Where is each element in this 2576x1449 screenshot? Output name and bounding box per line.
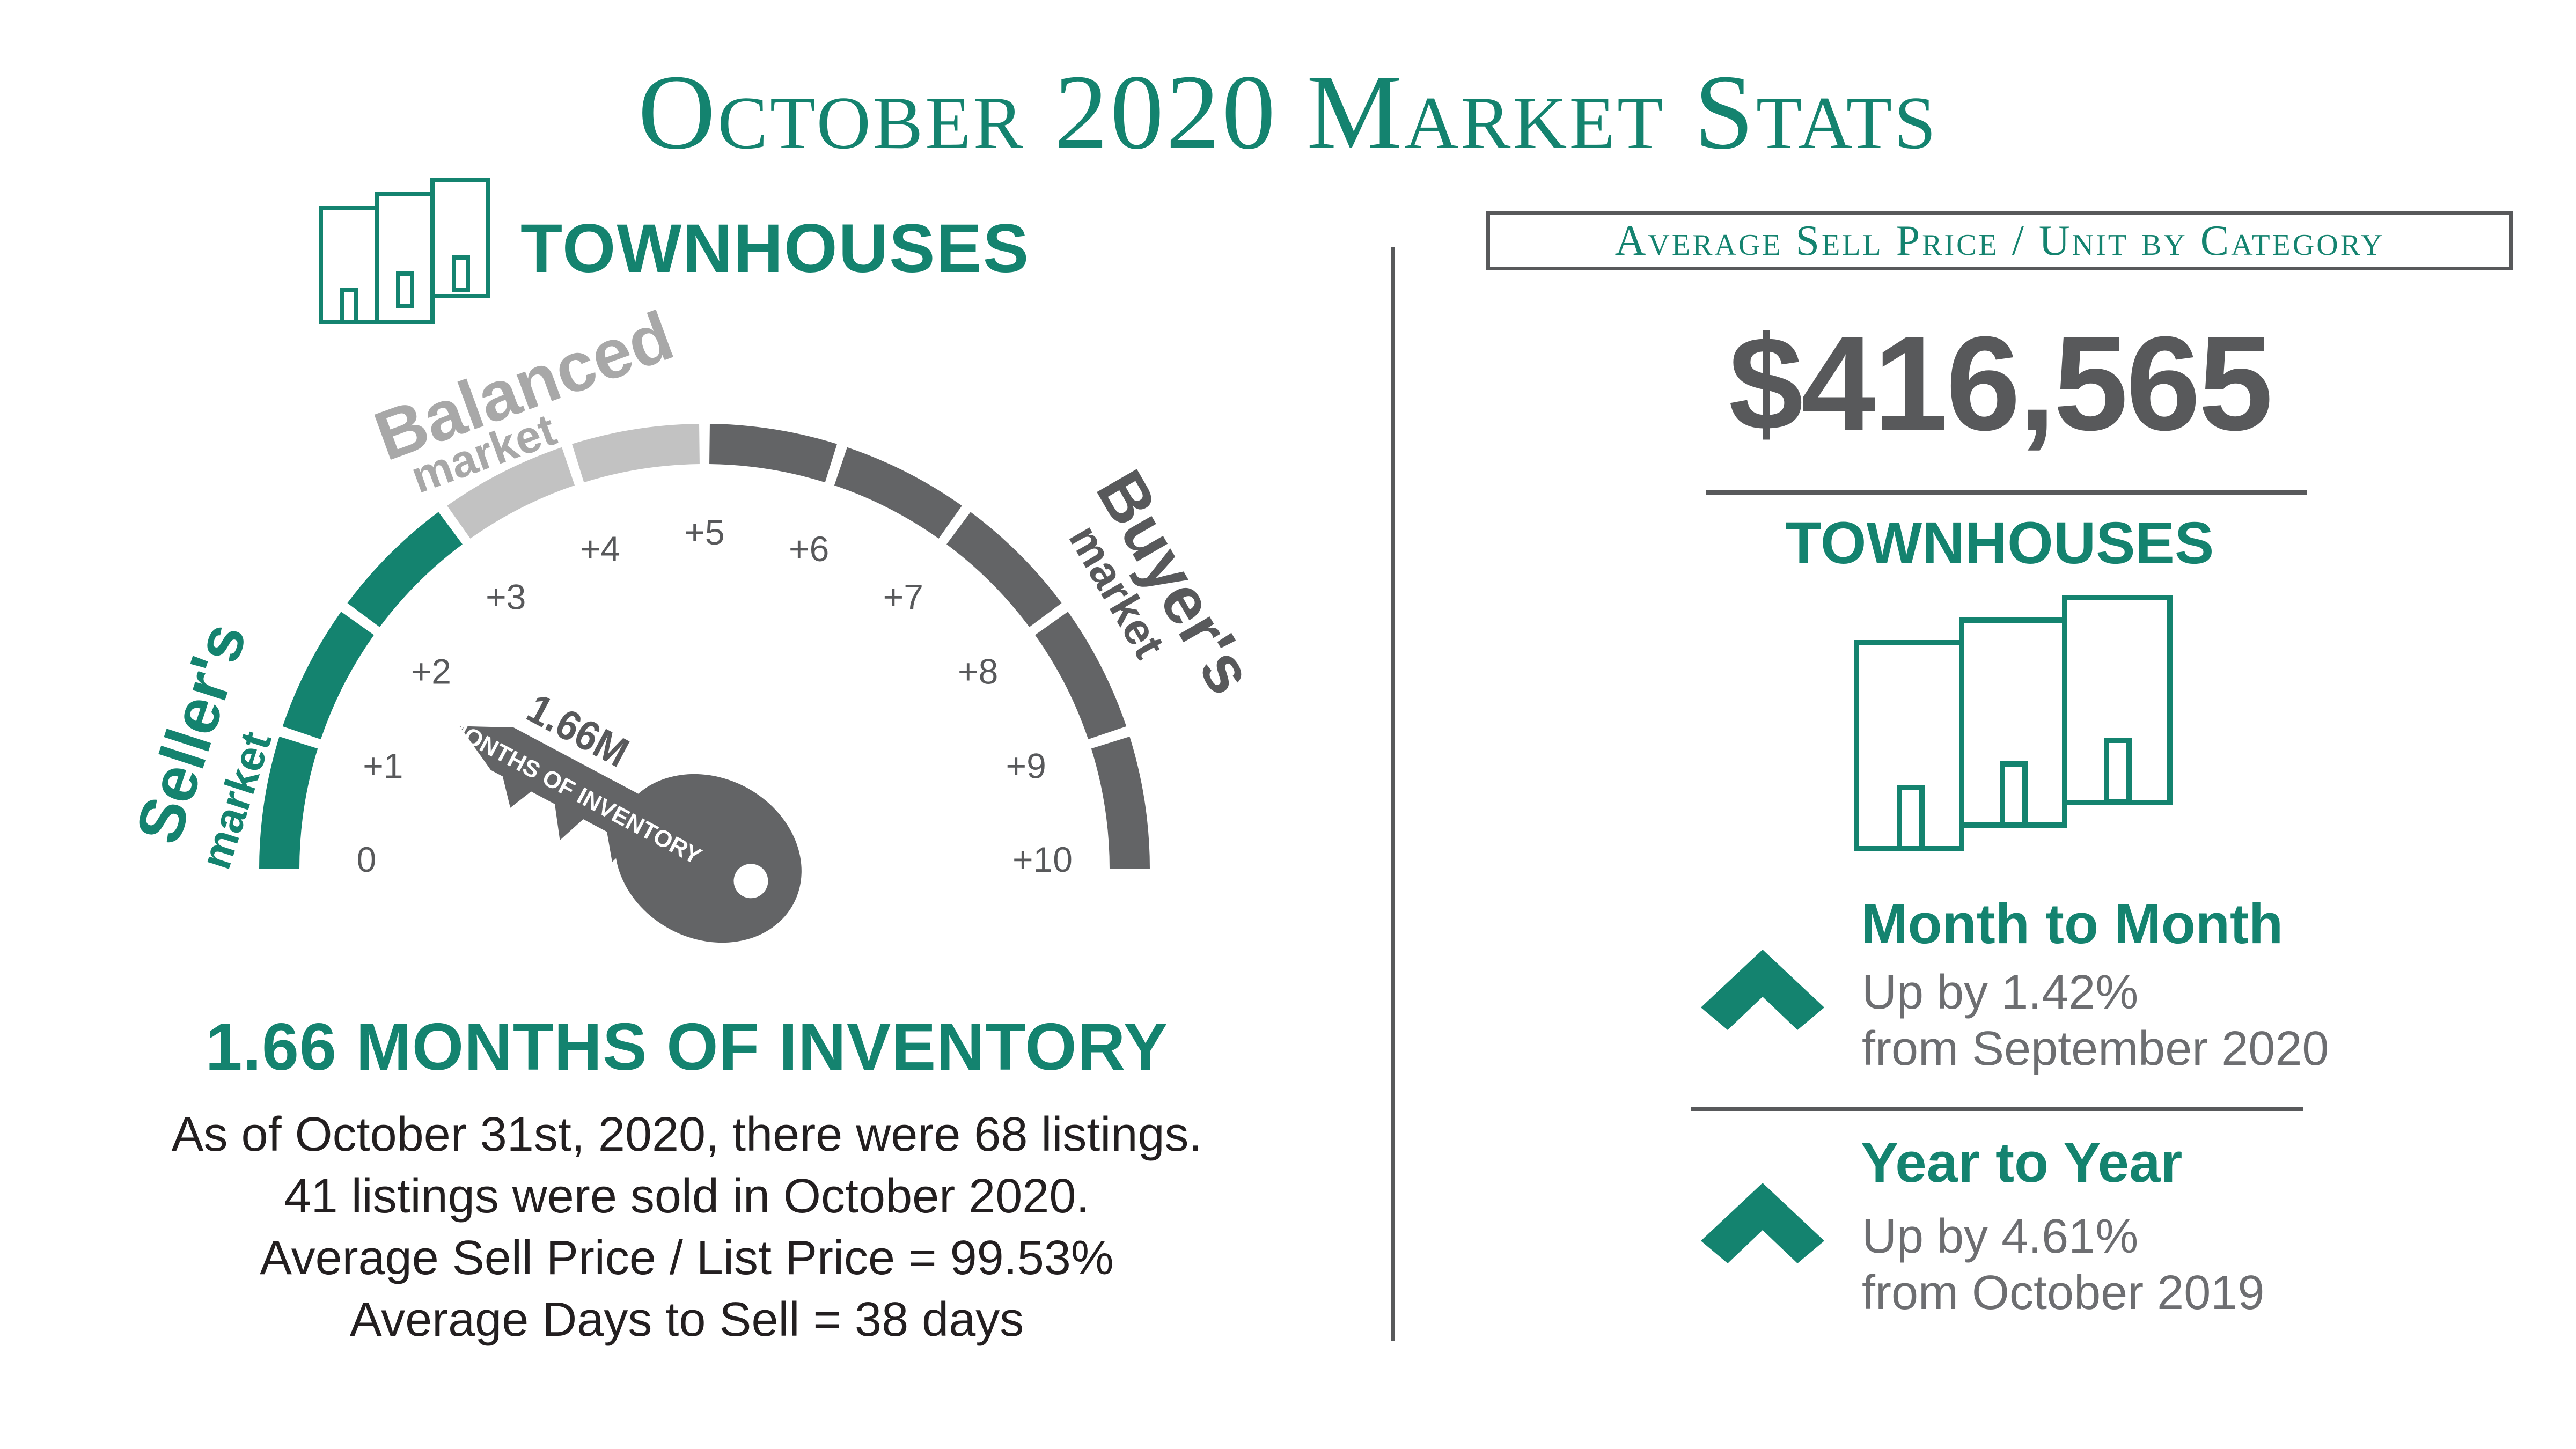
- year-to-year-title: Year to Year: [1861, 1131, 2183, 1194]
- market-gauge: 0+1+2+3+4 +5 +6+7+8+9+10 Seller's market B…: [122, 296, 1268, 943]
- gauge-tick-label: +6: [789, 529, 829, 569]
- gauge-tick-label: +2: [411, 652, 451, 692]
- right-section-heading: TOWNHOUSES: [1785, 510, 2214, 576]
- average-price: $416,565: [1728, 308, 2273, 458]
- inventory-line: As of October 31st, 2020, there were 68 …: [171, 1108, 1202, 1161]
- key-icon: [459, 726, 802, 943]
- left-section-heading: TOWNHOUSES: [520, 210, 1030, 287]
- gauge-tick-label: +8: [958, 652, 998, 692]
- gauge-segment: [347, 512, 463, 627]
- inventory-line: Average Sell Price / List Price = 99.53%: [260, 1231, 1114, 1285]
- inventory-title: 1.66 MONTHS OF INVENTORY: [205, 1010, 1169, 1084]
- gauge-tick-label: 0: [357, 840, 377, 879]
- gauge-segment: [1091, 737, 1150, 869]
- gauge-segment: [1035, 612, 1127, 740]
- inventory-line: Average Days to Sell = 38 days: [349, 1293, 1024, 1347]
- gauge-tick-label: +1: [363, 746, 403, 785]
- chevron-up-icon: [1701, 950, 1824, 1030]
- gauge-tick-label: +9: [1006, 746, 1046, 785]
- category-box: Average Sell Price / Unit by Category: [1486, 211, 2513, 270]
- gauge-segment: [946, 512, 1062, 627]
- section-divider: [1391, 247, 1395, 1341]
- gauge-tick-label: +4: [580, 529, 620, 569]
- gauge-segment: [572, 424, 700, 483]
- month-to-month-comparison: from September 2020: [1862, 1022, 2329, 1076]
- month-to-month-value: Up by 1.42%: [1862, 966, 2139, 1019]
- price-underline: [1706, 490, 2307, 495]
- inventory-line: 41 listings were sold in October 2020.: [284, 1170, 1090, 1223]
- category-box-label: Average Sell Price / Unit by Category: [1614, 217, 2385, 264]
- gauge-segment: [282, 612, 374, 740]
- gauge-tick-label: +3: [486, 577, 526, 616]
- townhouses-icon: [1854, 595, 2173, 851]
- gauge-segment: [447, 447, 575, 539]
- page-title: October 2020 Market Stats: [637, 53, 1939, 172]
- gauge-tick-label: +5: [684, 512, 724, 552]
- year-to-year-comparison: from October 2019: [1862, 1266, 2265, 1320]
- gauge-segment: [834, 447, 962, 539]
- gauge-segment: [259, 737, 318, 869]
- gauge-tick-label: +7: [883, 577, 923, 616]
- year-to-year-value: Up by 4.61%: [1862, 1210, 2139, 1263]
- chevron-up-icon: [1701, 1183, 1824, 1263]
- gauge-tick-label: +10: [1012, 840, 1073, 879]
- changes-divider: [1691, 1107, 2303, 1111]
- gauge-segment: [709, 424, 837, 483]
- townhouses-icon: [319, 178, 490, 324]
- month-to-month-title: Month to Month: [1861, 893, 2284, 955]
